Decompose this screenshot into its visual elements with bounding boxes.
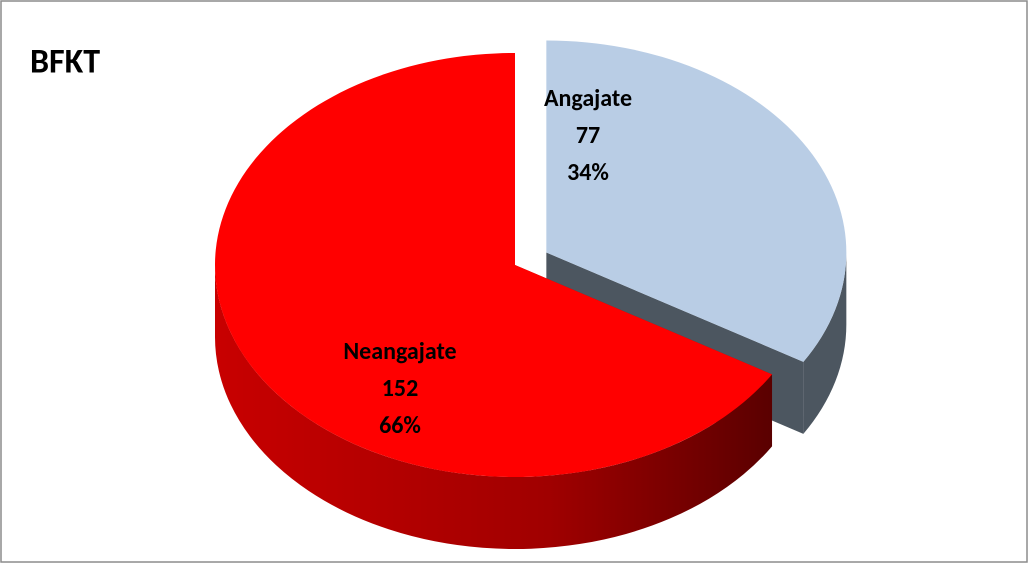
slice-side (803, 252, 847, 434)
slice-category-label: Angajate (544, 84, 632, 113)
slice (214, 53, 773, 550)
slice-top (546, 40, 847, 362)
slice-share-label: 66% (379, 411, 421, 440)
slice-share-label: 34% (567, 158, 609, 187)
slice-value-label: 152 (382, 374, 419, 403)
labels: Angajate 77 34% Neangajate 152 66% (343, 84, 632, 440)
slice-category-label: Neangajate (343, 337, 456, 366)
chart-title: BFKT (30, 41, 100, 82)
pie (214, 40, 847, 550)
slice-top (214, 53, 773, 477)
slice-side (215, 265, 773, 550)
slice-value-label: 77 (576, 121, 600, 150)
